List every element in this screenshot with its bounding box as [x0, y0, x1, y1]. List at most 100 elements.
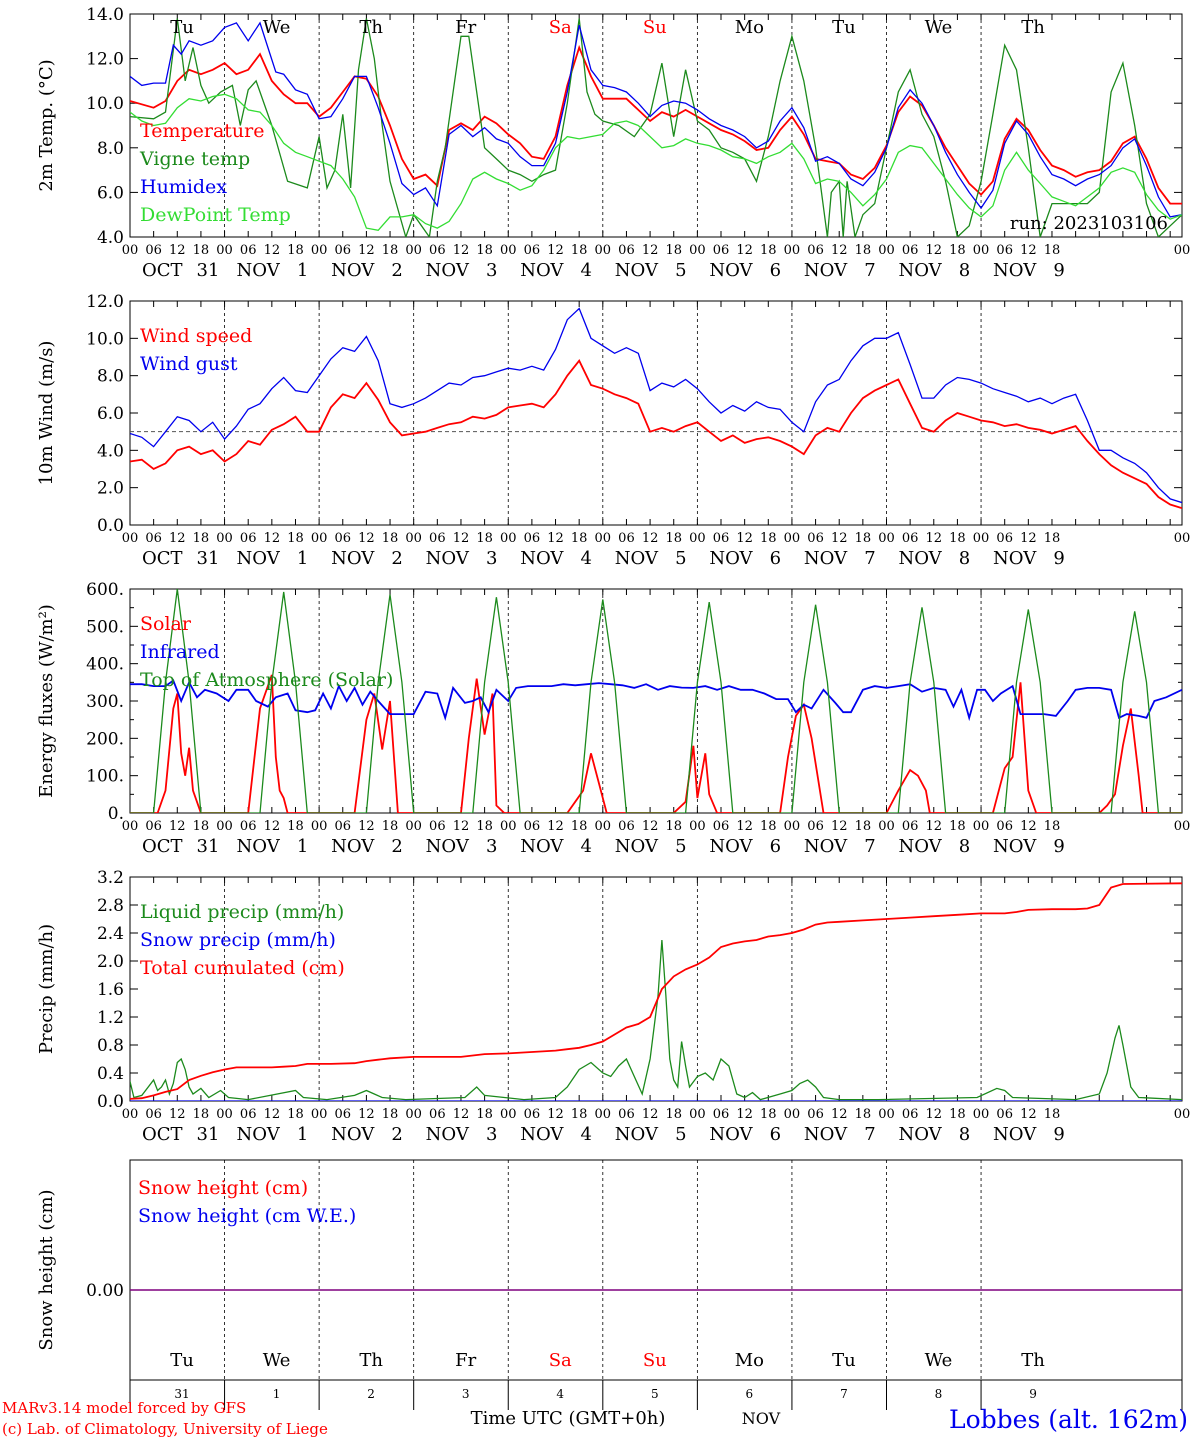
y-tick-label: 14.0 [86, 5, 124, 25]
legend-entry: Snow precip (mm/h) [140, 929, 336, 951]
weekday-label: Mo [735, 1350, 764, 1371]
date-label-day: 31 [197, 548, 220, 569]
date-label-month: OCT [142, 548, 183, 569]
hour-tick-label: 18 [287, 819, 304, 834]
hour-tick-label: 12 [736, 531, 753, 546]
date-label-day: 8 [959, 1124, 970, 1145]
station-name: Lobbes (alt. 162m) [949, 1405, 1188, 1434]
hour-tick-label: 12 [358, 1107, 375, 1122]
hour-tick-label: 12 [264, 531, 281, 546]
hour-tick-label: 12 [736, 819, 753, 834]
legend-entry: Snow height (cm) [138, 1177, 308, 1199]
hour-tick-label: 00 [595, 243, 612, 258]
hour-tick-label: 12 [1020, 531, 1037, 546]
hour-tick-label: 12 [831, 243, 848, 258]
hour-tick-label: 06 [807, 531, 824, 546]
day-number-label: 6 [746, 1387, 754, 1401]
hour-tick-label: 12 [736, 243, 753, 258]
hour-tick-label: 18 [949, 531, 966, 546]
hour-tick-label: 18 [855, 531, 872, 546]
y-tick-label: 6.0 [97, 183, 124, 203]
hour-tick-label: 12 [358, 819, 375, 834]
day-number-label: 8 [935, 1387, 943, 1401]
hour-tick-label: 06 [618, 243, 635, 258]
hour-tick-label: 18 [193, 243, 210, 258]
hour-tick-label: 18 [193, 1107, 210, 1122]
hour-tick-label: 06 [334, 819, 351, 834]
hour-tick-label: 18 [382, 819, 399, 834]
hour-tick-label: 00 [878, 1107, 895, 1122]
legend-entry: Wind gust [140, 353, 238, 375]
date-label-day: 5 [675, 260, 686, 281]
date-label-month: NOV [520, 836, 564, 857]
date-label-month: NOV [237, 1124, 281, 1145]
date-label-month: NOV [331, 836, 375, 857]
y-tick-label: 4.0 [97, 228, 124, 248]
date-label-day: 5 [675, 836, 686, 857]
y-tick-label: 2.0 [97, 479, 124, 499]
date-label-day: 8 [959, 548, 970, 569]
date-label-day: 3 [486, 260, 497, 281]
date-label-month: NOV [898, 1124, 942, 1145]
date-label-month: NOV [709, 1124, 753, 1145]
hour-tick-label: 06 [713, 243, 730, 258]
hour-tick-label: 12 [926, 531, 943, 546]
hour-tick-label: 18 [287, 1107, 304, 1122]
y-axis-title: Precip (mm/h) [36, 924, 57, 1054]
y-tick-label: 100. [86, 767, 124, 787]
hour-tick-label: 06 [807, 819, 824, 834]
date-label-day: 1 [297, 836, 308, 857]
hour-tick-label: 06 [429, 819, 446, 834]
date-label-month: NOV [237, 260, 281, 281]
y-tick-label: 2.8 [97, 896, 124, 916]
hour-tick-label: 00 [216, 819, 233, 834]
panel-2: 0.0 2.0 4.0 6.0 8.0 10.0 12.0 10m Wind (m/s) Win… [36, 292, 1183, 536]
date-label-day: 4 [581, 836, 592, 857]
day-number-label: 9 [1029, 1387, 1037, 1401]
date-label-month: NOV [426, 836, 470, 857]
legend-entry: Snow height (cm W.E.) [138, 1205, 356, 1227]
legend-entry: Liquid precip (mm/h) [140, 901, 344, 923]
y-axis-title: 2m Temp. (°C) [36, 59, 57, 191]
date-label-month: NOV [709, 548, 753, 569]
hour-tick-label: 12 [926, 1107, 943, 1122]
hour-tick-label: 18 [855, 243, 872, 258]
hour-tick-label: 00 [500, 243, 517, 258]
date-label-day: 9 [1053, 260, 1064, 281]
hour-tick-label: 18 [193, 819, 210, 834]
date-label-month: NOV [709, 260, 753, 281]
date-label-month: NOV [709, 836, 753, 857]
footer-model-credit: MARv3.14 model forced by GFS [2, 1399, 246, 1417]
date-label-day: 1 [297, 1124, 308, 1145]
hour-tick-label: 06 [240, 531, 257, 546]
legend-entry: Top of Atmosphere (Solar) [140, 669, 393, 691]
weekday-label: We [925, 1350, 953, 1371]
series-line-wind-gust [130, 307, 1182, 504]
hour-tick-label: 06 [240, 1107, 257, 1122]
hour-tick-label: 12 [169, 1107, 186, 1122]
y-tick-label: 2.4 [97, 924, 124, 944]
hour-tick-label: 12 [736, 1107, 753, 1122]
hour-tick-label: 06 [713, 531, 730, 546]
day-number-label: 1 [273, 1387, 281, 1401]
day-number-label: 2 [367, 1387, 375, 1401]
y-tick-label: 2.0 [97, 952, 124, 972]
hour-tick-label: 06 [618, 531, 635, 546]
hour-tick-label: 00 [784, 243, 801, 258]
date-label-day: 9 [1053, 836, 1064, 857]
hour-tick-label: 06 [145, 243, 162, 258]
date-label-day: 1 [297, 548, 308, 569]
date-label-month: NOV [993, 836, 1037, 857]
date-label-day: 31 [197, 1124, 220, 1145]
y-axis-title: Energy fluxes (W/m²) [36, 604, 57, 798]
hour-tick-label: 00 [216, 1107, 233, 1122]
date-label-month: NOV [615, 836, 659, 857]
panel-4: 0.0 0.4 0.8 1.2 1.6 2.0 2.4 2.8 3.2 Precip (mm/h)… [36, 868, 1183, 1112]
y-tick-label: 1.2 [97, 1008, 124, 1028]
y-tick-label: 0.8 [97, 1036, 124, 1056]
date-label-month: NOV [898, 836, 942, 857]
hour-tick-label: 18 [287, 243, 304, 258]
date-label-day: 1 [297, 260, 308, 281]
date-label-day: 9 [1053, 1124, 1064, 1145]
